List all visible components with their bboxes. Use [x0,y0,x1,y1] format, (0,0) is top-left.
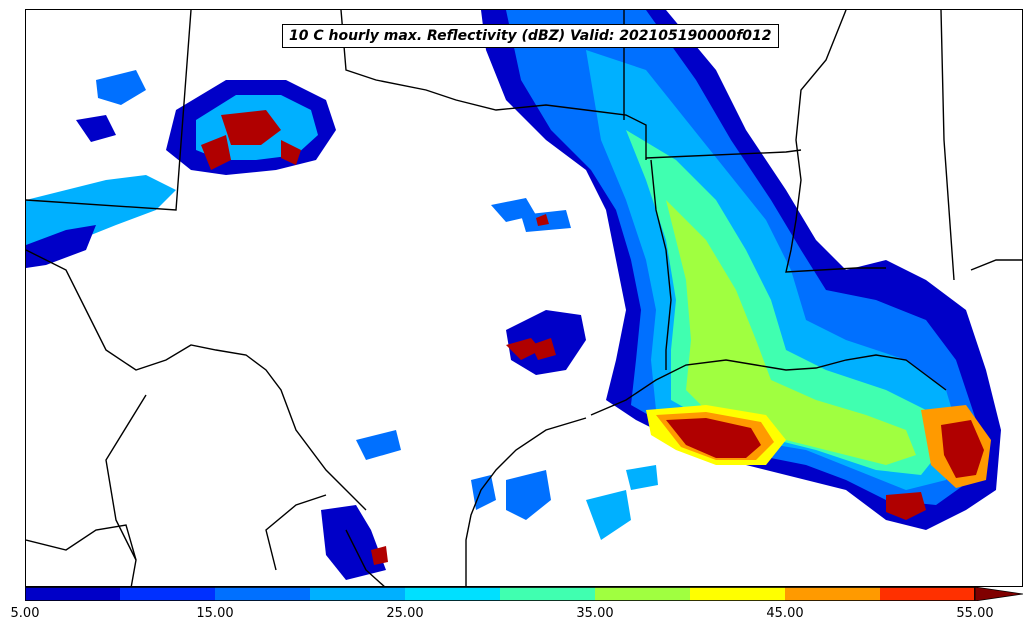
colorbar-segment [690,587,786,601]
echo-nw-core2 [201,135,231,170]
colorbar-tick-label: 55.00 [956,606,994,621]
border-rio-grande [26,249,367,511]
mexico-state-border-4 [345,529,385,586]
echo-south-5 [356,430,401,460]
colorbar-segment [25,587,121,601]
echo-core-se [886,492,926,520]
map-title: 10 C hourly max. Reflectivity (dBZ) Vali… [282,24,779,48]
boundaries [26,10,1022,586]
mexico-state-border-3 [265,494,327,571]
echo-south-6 [626,465,658,490]
echo-small-nw2 [76,115,116,142]
echo-nw-core3 [281,140,301,165]
colorbar [25,587,1023,601]
echo-central-core [536,214,549,226]
echo-south-4 [586,490,631,540]
colorbar-segment [120,587,216,601]
colorbar-tick-label: 45.00 [766,606,804,621]
echo-central-storm-core2 [531,338,556,360]
echo-nw-core [221,110,281,145]
echo-band-lime [666,200,916,465]
echo-far-nw-dark [26,225,96,268]
state-border-tx-la-sabine [650,159,672,370]
state-border-ms-al [940,10,955,281]
colorbar-outline [25,587,975,601]
colorbar-tick-label: 15.00 [196,606,234,621]
map-panel: 10 C hourly max. Reflectivity (dBZ) Vali… [25,9,1023,587]
state-border-ok-tx-red-river [340,10,647,160]
colorbar-segment [785,587,881,601]
echo-small-nw1 [96,70,146,105]
colorbar-segment [500,587,596,601]
mexico-state-border-1 [105,394,147,586]
state-border-ar-la [645,149,802,159]
reflectivity-map [26,10,1022,586]
colorbar-segment [405,587,501,601]
colorbar-segment [310,587,406,601]
echo-south-1 [321,505,386,580]
echo-core-east-red [941,420,984,478]
state-border-al-fl [970,259,1022,271]
state-border-nm-tx [26,10,192,211]
colorbar-tick-label: 5.00 [10,606,40,621]
echo-core-red [666,418,761,458]
echo-south-core [371,546,388,565]
echo-south-3 [506,470,551,520]
state-border-mississippi-river [785,10,886,273]
colorbar-segment [595,587,691,601]
mexico-state-border-2 [26,524,137,561]
colorbar-segment [880,587,976,601]
coastline-tx-south [465,417,587,586]
colorbar-tick-label: 35.00 [576,606,614,621]
colorbar-segment [215,587,311,601]
reflectivity-field [26,10,1001,580]
coastline-gulf [590,354,947,416]
colorbar-extend-arrow [974,587,1023,601]
colorbar-tick-label: 25.00 [386,606,424,621]
echo-central-storm-core [506,338,541,360]
